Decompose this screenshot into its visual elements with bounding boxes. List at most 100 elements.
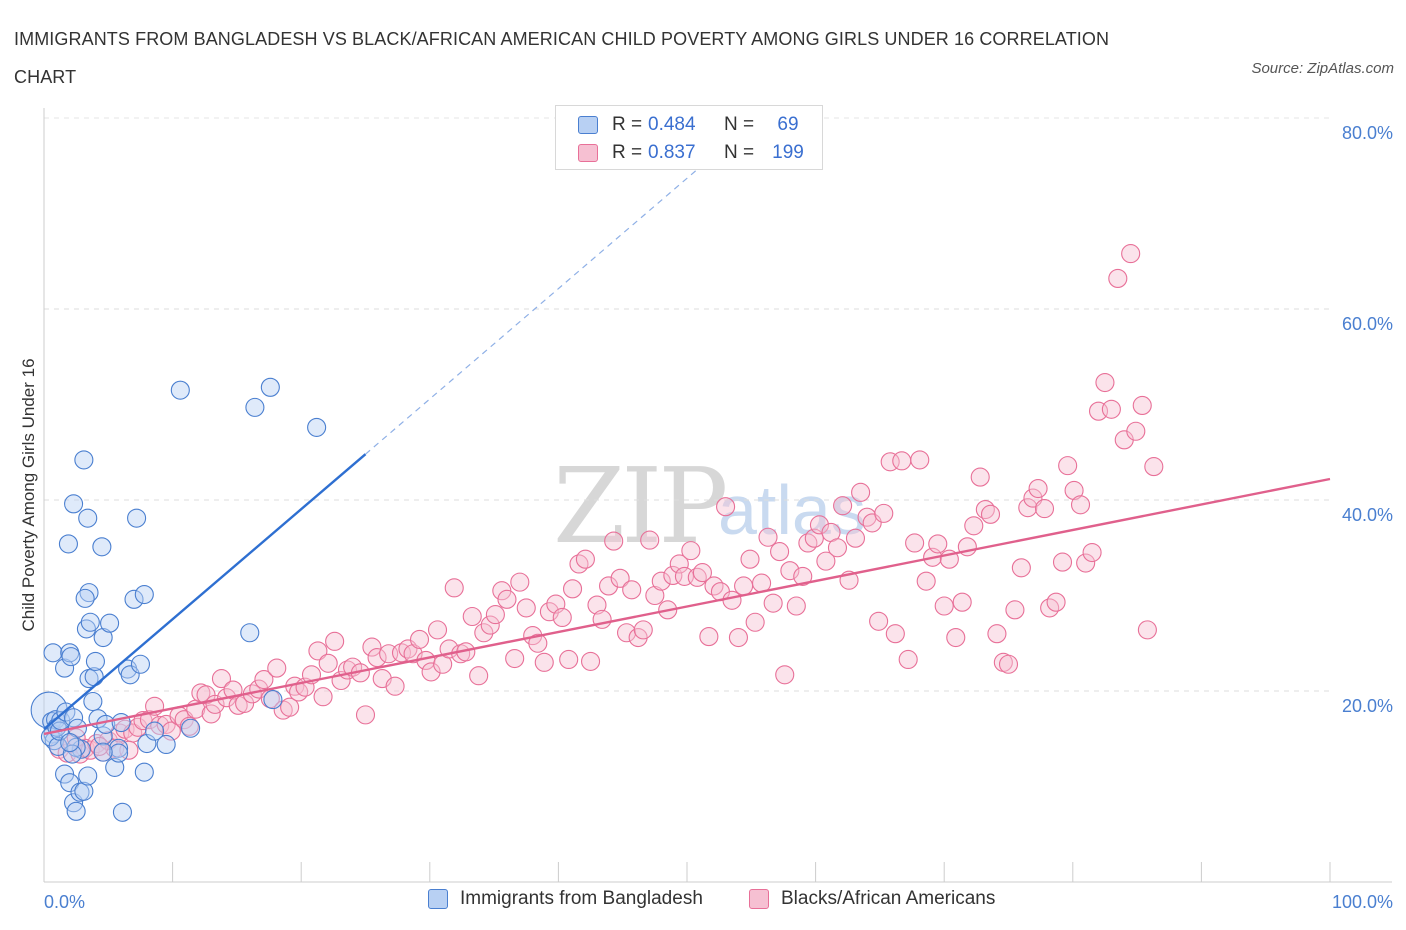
point-bangladesh	[156, 734, 176, 755]
point-bangladesh	[61, 647, 81, 667]
point-bangladesh	[181, 718, 201, 738]
y-tick-label: 80.0%	[1342, 123, 1393, 143]
point-bangladesh	[170, 380, 190, 400]
point-black	[734, 576, 754, 596]
point-bangladesh	[93, 726, 113, 746]
point-bangladesh	[85, 651, 105, 671]
trend-line-bangladesh-extension	[365, 155, 714, 455]
bottom-legend-label-black: Blacks/African Americans	[781, 888, 996, 909]
point-black	[645, 585, 665, 606]
point-black	[1076, 553, 1096, 573]
point-black	[758, 527, 778, 547]
point-black	[809, 515, 830, 535]
point-black	[534, 652, 554, 672]
bottom-legend-swatch-blue	[428, 889, 448, 909]
point-black	[497, 589, 517, 609]
point-bangladesh	[120, 665, 140, 685]
point-black	[409, 629, 430, 649]
point-black	[640, 530, 660, 550]
y-tick-label: 40.0%	[1342, 505, 1393, 525]
point-black	[516, 598, 536, 618]
axes	[43, 108, 1392, 883]
bottom-legend-swatch-pink	[749, 889, 769, 909]
point-black	[552, 607, 572, 628]
point-black	[681, 541, 701, 561]
legend-row-black: R = 0.837 N = 199	[578, 141, 808, 165]
point-black	[869, 611, 889, 631]
point-black	[775, 665, 795, 685]
point-black	[1034, 499, 1055, 519]
point-black	[816, 551, 836, 571]
trend-line-bangladesh	[43, 453, 367, 731]
point-black	[916, 571, 936, 591]
point-bangladesh	[43, 643, 63, 663]
point-black	[559, 649, 579, 670]
point-black	[793, 566, 813, 586]
trend-line-black	[43, 477, 1331, 736]
point-bangladesh	[109, 743, 129, 763]
point-black	[970, 467, 990, 487]
bottom-legend-black: Blacks/African Americans	[749, 888, 995, 910]
legend-n-label: N =	[724, 114, 755, 135]
point-bangladesh	[64, 494, 84, 514]
point-black	[474, 623, 494, 643]
point-black	[692, 563, 712, 583]
point-bangladesh	[66, 801, 86, 821]
bottom-legend-bangladesh: Immigrants from Bangladesh	[428, 888, 703, 910]
point-black	[1082, 542, 1102, 563]
point-black	[851, 482, 871, 502]
point-bangladesh	[62, 744, 82, 764]
point-black	[740, 549, 760, 569]
point-bangladesh	[134, 584, 154, 605]
point-black	[469, 666, 489, 686]
point-black	[1064, 480, 1084, 501]
point-bangladesh	[78, 508, 98, 528]
point-bangladesh	[60, 773, 80, 793]
point-black	[308, 641, 328, 661]
point-bangladesh	[60, 733, 80, 753]
point-black	[1137, 620, 1157, 640]
point-black	[539, 602, 559, 622]
point-black	[885, 624, 905, 644]
point-bangladesh	[64, 708, 84, 728]
point-bangladesh	[263, 690, 283, 710]
point-bangladesh	[78, 766, 98, 786]
trend-lines	[43, 155, 1331, 736]
point-black	[910, 450, 930, 470]
bottom-legend-label-bangladesh: Immigrants from Bangladesh	[460, 888, 703, 909]
y-tick-label: 60.0%	[1342, 314, 1393, 334]
point-black	[211, 669, 232, 689]
point-black	[1070, 495, 1091, 515]
point-black	[444, 578, 464, 598]
point-black	[1052, 552, 1073, 572]
legend-n-label: N =	[724, 142, 755, 163]
point-black	[421, 662, 441, 682]
legend-r-value: 0.837	[648, 142, 696, 163]
point-black	[267, 658, 287, 678]
point-black	[617, 623, 637, 643]
point-bangladesh	[58, 534, 78, 554]
point-black	[1126, 421, 1146, 441]
y-axis-label: Child Poverty Among Girls Under 16	[19, 358, 38, 631]
data-points	[30, 244, 1164, 822]
point-black	[280, 697, 300, 717]
point-bangladesh	[93, 742, 113, 762]
point-black	[827, 538, 848, 558]
point-black	[770, 542, 790, 562]
point-bangladesh	[79, 583, 99, 603]
point-black	[575, 549, 595, 569]
chart-title: IMMIGRANTS FROM BANGLADESH VS BLACK/AFRI…	[14, 29, 1110, 87]
point-bangladesh	[112, 802, 132, 822]
x-tick-label-min: 0.0%	[44, 892, 85, 912]
legend-r-label: R =	[612, 142, 643, 163]
point-bangladesh	[145, 721, 165, 741]
point-black	[562, 579, 583, 599]
point-black	[510, 572, 530, 592]
point-black	[362, 637, 382, 657]
point-black	[987, 624, 1007, 644]
point-black	[1018, 498, 1038, 518]
point-bangladesh	[80, 612, 100, 632]
point-bangladesh	[55, 658, 75, 678]
point-black	[633, 620, 653, 640]
point-black	[786, 596, 806, 616]
